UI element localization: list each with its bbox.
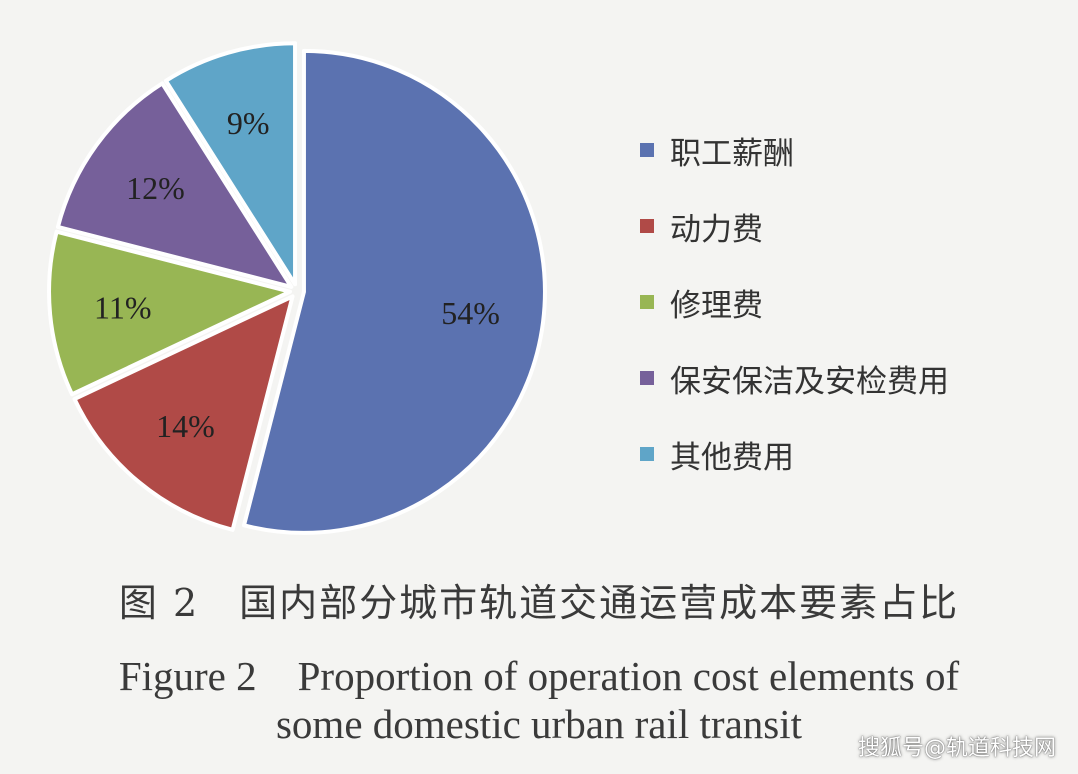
pie-slice-1 [242, 48, 547, 535]
figure-caption-zh: 图 2 国内部分城市轨道交通运营成本要素占比 [118, 581, 960, 625]
legend-item-1: 职工薪酬 [640, 112, 1060, 188]
legend-swatch [640, 447, 654, 461]
legend-label: 动力费 [670, 211, 763, 248]
legend-swatch [640, 219, 654, 233]
slice-label-3: 11% [94, 289, 151, 325]
legend-item-2: 动力费 [640, 188, 1060, 264]
legend-item-4: 保安保洁及安检费用 [640, 340, 1060, 416]
watermark: 搜狐号@轨道科技网 [857, 736, 1056, 761]
legend-label: 其他费用 [670, 439, 794, 476]
pie-chart: 54% 14% 11% 12% 9% [47, 41, 547, 535]
pie-slices [47, 41, 547, 535]
legend-item-5: 其他费用 [640, 416, 1060, 492]
slice-label-4: 12% [126, 170, 185, 206]
slice-label-1: 54% [441, 295, 500, 331]
legend-label: 修理费 [670, 287, 763, 324]
legend-swatch [640, 143, 654, 157]
pie-slice-2 [72, 294, 295, 532]
pie-slice-labels: 54% 14% 11% 12% 9% [94, 105, 500, 444]
legend-swatch [640, 295, 654, 309]
legend-item-3: 修理费 [640, 264, 1060, 340]
figure-caption-en-line1: Figure 2 Proportion of operation cost el… [118, 653, 960, 699]
pie-slice-4 [55, 81, 294, 289]
figure-caption-en-line2: some domestic urban rail transit [275, 701, 803, 747]
legend-swatch [640, 371, 654, 385]
legend-label: 保安保洁及安检费用 [670, 363, 949, 400]
pie-slice-5 [163, 41, 298, 287]
chart-legend: 职工薪酬动力费修理费保安保洁及安检费用 其他费用 [640, 112, 1060, 492]
slice-label-5: 9% [227, 105, 270, 141]
legend-label: 职工薪酬 [670, 135, 794, 172]
pie-slice-3 [47, 229, 293, 397]
slice-label-2: 14% [156, 408, 215, 444]
